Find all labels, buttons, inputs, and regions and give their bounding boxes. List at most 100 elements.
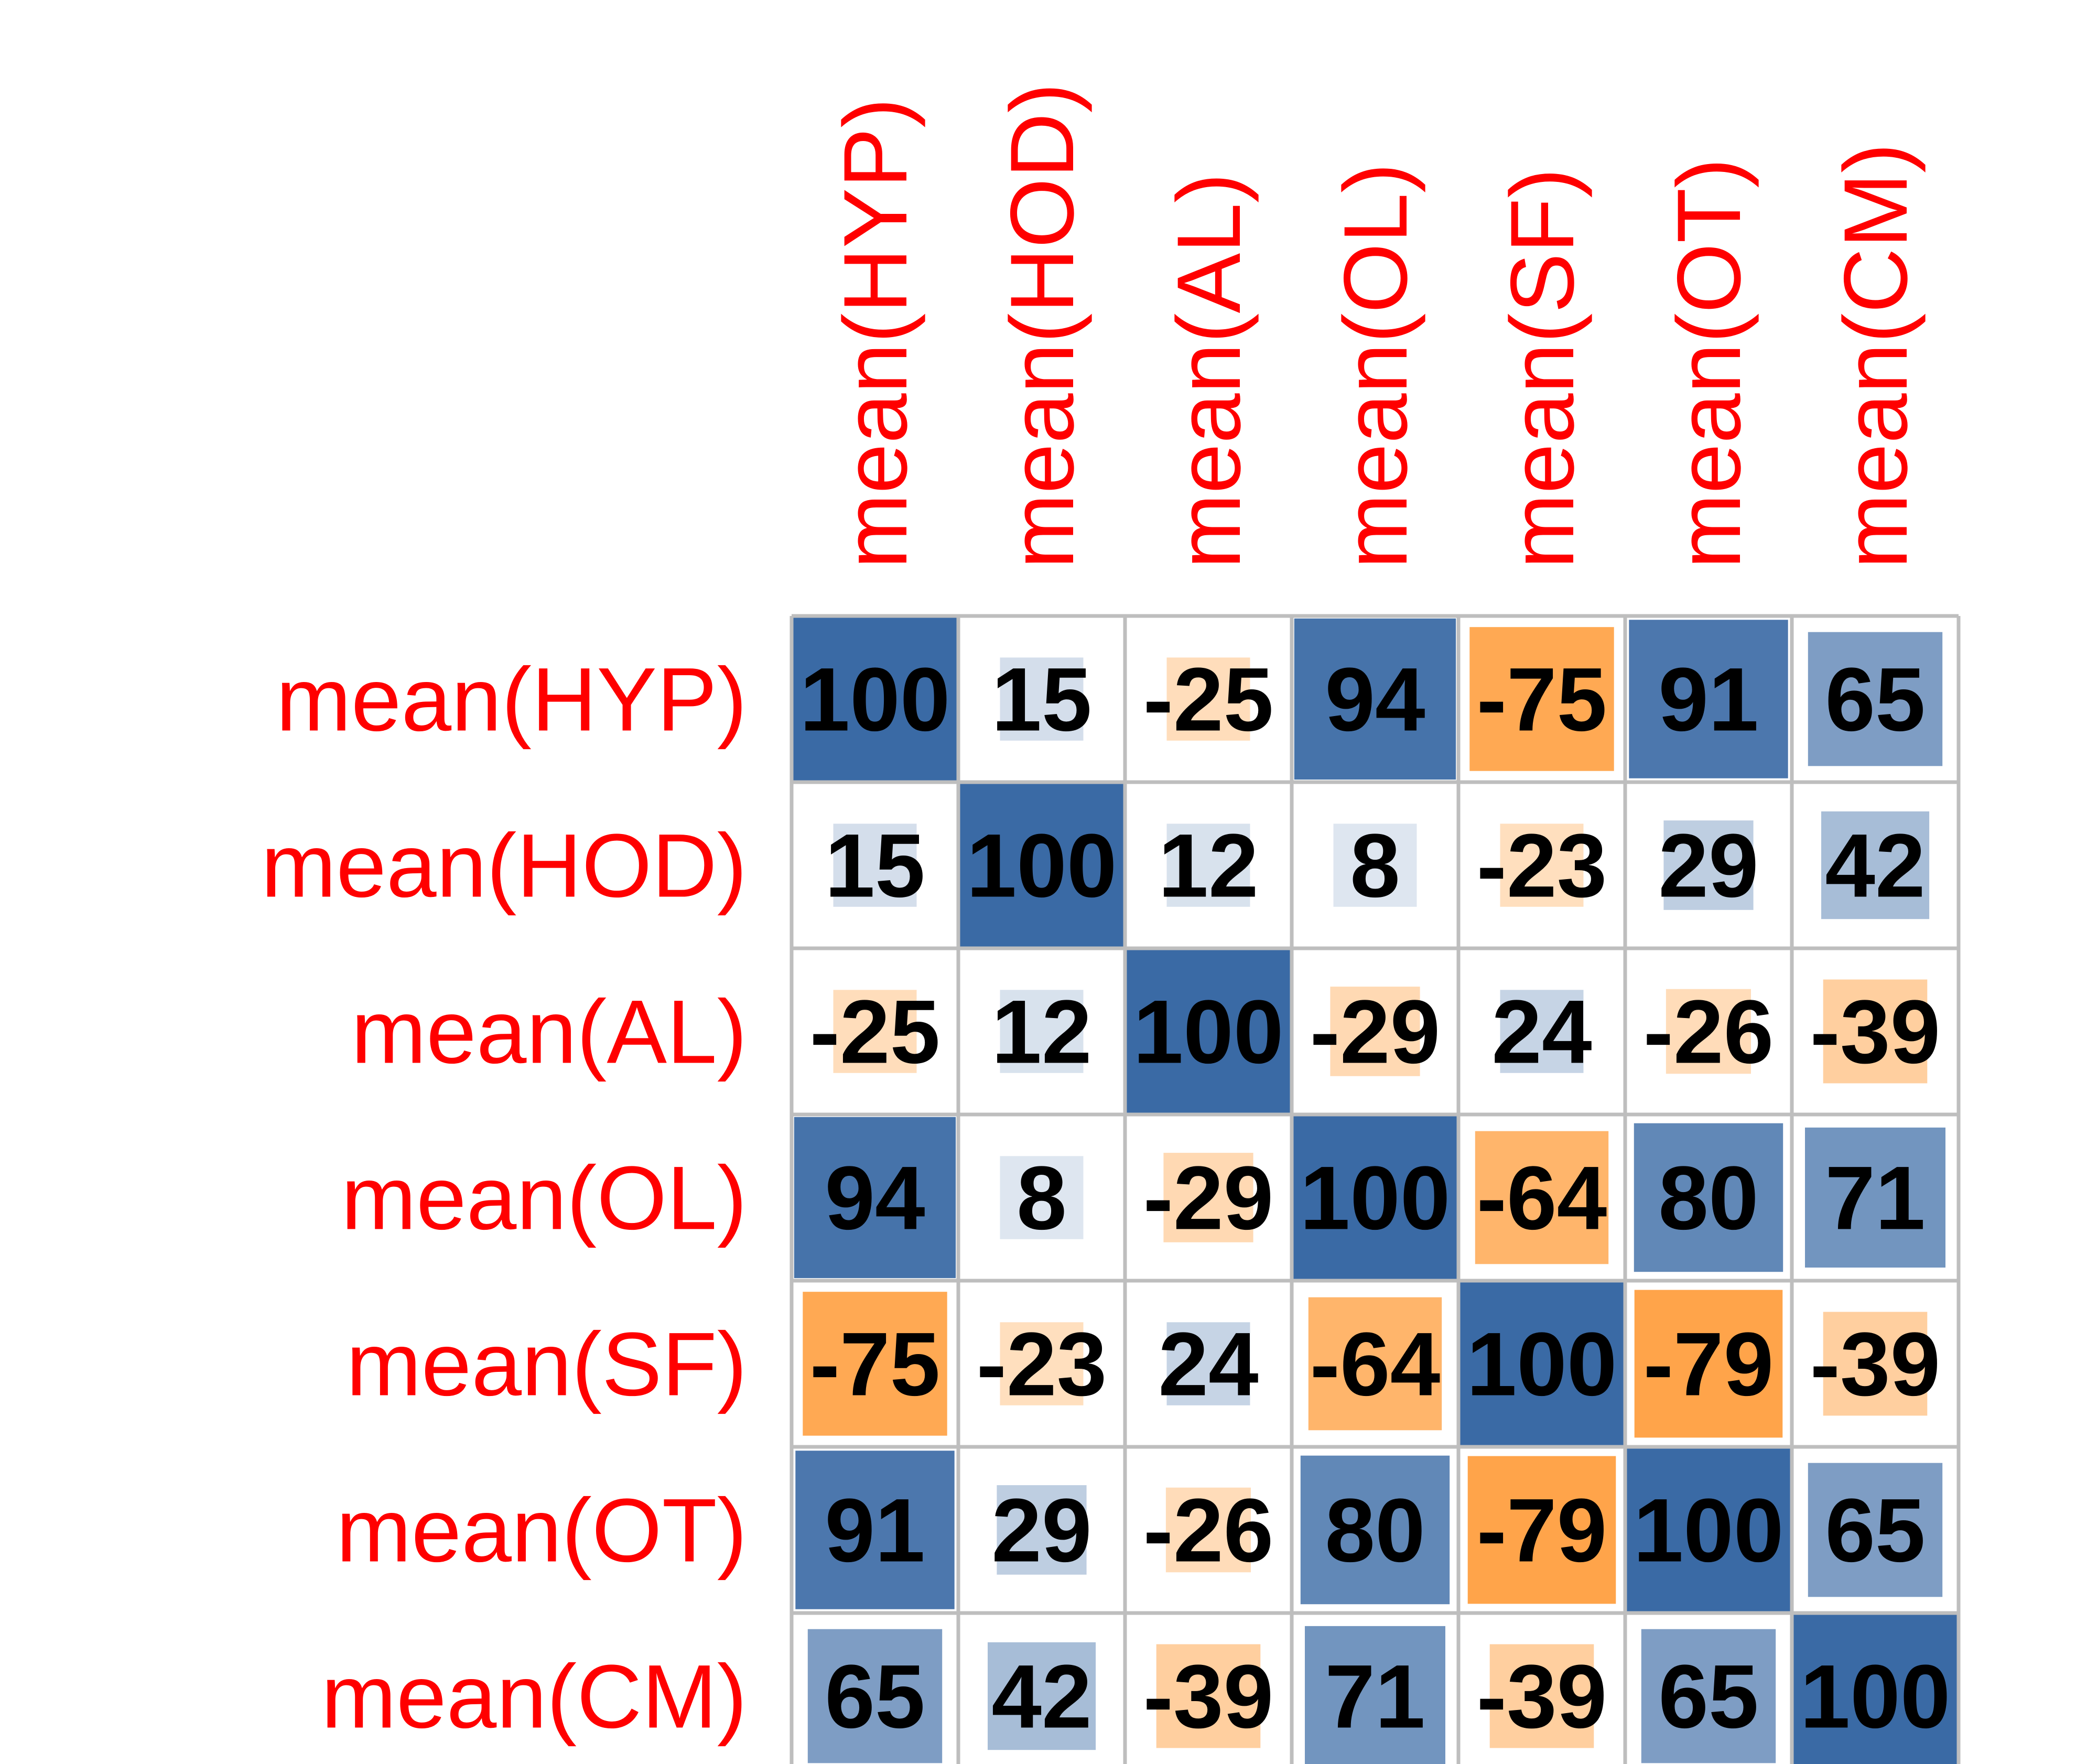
row-labels: mean(HYP) mean(HOD) mean(AL) mean(OL) mean(S… [261, 650, 747, 1747]
column-label: mean(OT) [1659, 158, 1759, 569]
cell-value-label: -75 [1477, 650, 1607, 750]
column-label: mean(OL) [1325, 163, 1426, 569]
row-label: mean(OT) [336, 1480, 747, 1581]
cell-value-label: -64 [1477, 1148, 1607, 1249]
heatmap-cell [1333, 824, 1417, 907]
heatmap-cell [1305, 1626, 1445, 1764]
heatmap-cell [833, 990, 917, 1073]
heatmap-cell [1458, 1281, 1625, 1447]
heatmap-cell [794, 1117, 956, 1279]
heatmap-cell [1467, 1456, 1616, 1604]
heatmap-cell [1641, 1629, 1776, 1763]
cell-value-label: -79 [1644, 1314, 1774, 1415]
cell-value-label: 91 [825, 1480, 925, 1581]
row-label: mean(SF) [346, 1314, 747, 1415]
cell-value-label: 94 [1325, 650, 1425, 750]
cell-value-label: -26 [1143, 1480, 1274, 1581]
cell-value-label: 65 [1825, 1480, 1925, 1581]
cell-value-label: 91 [1658, 650, 1758, 750]
row-label: mean(HOD) [261, 816, 747, 916]
heatmap-cell [1166, 824, 1250, 907]
heatmap-cell [1166, 1322, 1250, 1405]
cell-values: 100 15 -25 94 -75 91 65 15 100 12 8 -23 29 42 -25 12 100… [800, 650, 1951, 1747]
heatmap-cell [1792, 1613, 1959, 1764]
cell-value-label: -39 [1810, 982, 1941, 1083]
cell-value-label: 15 [991, 650, 1091, 750]
cell-value-label: 100 [1467, 1314, 1617, 1415]
cell-value-label: 29 [991, 1480, 1091, 1581]
heatmap-cell [1469, 627, 1614, 771]
heatmap-cell [1166, 657, 1250, 741]
heatmap-cell [807, 1629, 943, 1763]
heatmap-cell [1821, 811, 1930, 919]
row-label: mean(CM) [321, 1647, 747, 1747]
heatmap-cell [988, 1642, 1096, 1750]
cell-value-label: -26 [1644, 982, 1774, 1083]
heatmap-cell [1489, 1644, 1594, 1748]
heatmap-cell [1629, 620, 1788, 778]
heatmap-cell [1634, 1123, 1783, 1272]
cell-value-label: -29 [1143, 1148, 1274, 1249]
row-label: mean(HYP) [276, 650, 747, 750]
cell-value-label: 94 [825, 1148, 925, 1249]
cell-value-label: -75 [810, 1314, 940, 1415]
heatmap-cell [1663, 820, 1754, 910]
cell-value-label: 65 [825, 1647, 925, 1747]
heatmap-cell [1500, 990, 1584, 1073]
column-label: mean(SF) [1492, 168, 1593, 569]
heatmap-cell [1823, 1312, 1928, 1416]
cell-value-label: -29 [1310, 982, 1441, 1083]
cell-value-label: 8 [1350, 816, 1400, 916]
cell-value-label: 100 [1300, 1148, 1451, 1249]
column-label: mean(CM) [1825, 143, 1926, 569]
cell-value-label: -23 [1477, 816, 1607, 916]
cell-value-label: 24 [1158, 1314, 1258, 1415]
heatmap-cell [1823, 979, 1928, 1084]
heatmap-cell [1808, 1463, 1943, 1597]
heatmap-cell [1634, 1290, 1783, 1438]
cell-value-label: -39 [1810, 1314, 1941, 1415]
heatmap-grid [790, 614, 1961, 1764]
heatmap-cell [833, 824, 917, 907]
heatmap-cell [1165, 1487, 1251, 1573]
column-label: mean(HOD) [992, 83, 1093, 569]
column-labels: mean(HYP) mean(HOD) mean(AL) mean(OL) mean(S… [825, 83, 1926, 569]
heatmap-cell [1666, 989, 1751, 1074]
cell-value-label: 80 [1325, 1480, 1425, 1581]
cell-value-label: 100 [1634, 1480, 1784, 1581]
cell-value-label: 24 [1491, 982, 1592, 1083]
heatmap-cell [1625, 1447, 1792, 1613]
cell-value-label: 71 [1325, 1647, 1425, 1747]
column-label: mean(HYP) [825, 98, 926, 569]
column-label: mean(AL) [1159, 173, 1259, 569]
row-label: mean(AL) [351, 982, 747, 1083]
heatmap-cell [1808, 632, 1943, 766]
cell-value-label: 100 [1800, 1647, 1951, 1747]
cell-value-label: 8 [1017, 1148, 1067, 1249]
heatmap-cell [958, 782, 1125, 948]
cell-value-label: -39 [1143, 1647, 1274, 1747]
heatmap-cell [1000, 1156, 1084, 1239]
heatmap-cell [1294, 618, 1456, 780]
cell-value-label: 12 [991, 982, 1091, 1083]
heatmap-cell [795, 1451, 955, 1609]
heatmap-cell [803, 1292, 947, 1436]
cell-value-label: 15 [825, 816, 925, 916]
cell-value-label: 80 [1658, 1148, 1758, 1249]
heatmap-cell [1163, 1153, 1253, 1242]
cell-value-label: 65 [1825, 650, 1925, 750]
cell-value-label: 65 [1658, 1647, 1758, 1747]
cell-value-label: 100 [800, 650, 950, 750]
heatmap-cell [1330, 987, 1420, 1076]
cell-value-label: 100 [1133, 982, 1284, 1083]
heatmap-cell [1308, 1297, 1442, 1431]
heatmap-cell [1125, 948, 1292, 1114]
cell-value-label: -79 [1477, 1480, 1607, 1581]
heatmap-cell [1156, 1644, 1261, 1748]
heatmap-cell [997, 1485, 1087, 1575]
heatmap-cell [1300, 1455, 1450, 1605]
heatmap-cell [1292, 1114, 1458, 1281]
cell-value-label: 12 [1158, 816, 1258, 916]
cell-value-label: 100 [967, 816, 1117, 916]
